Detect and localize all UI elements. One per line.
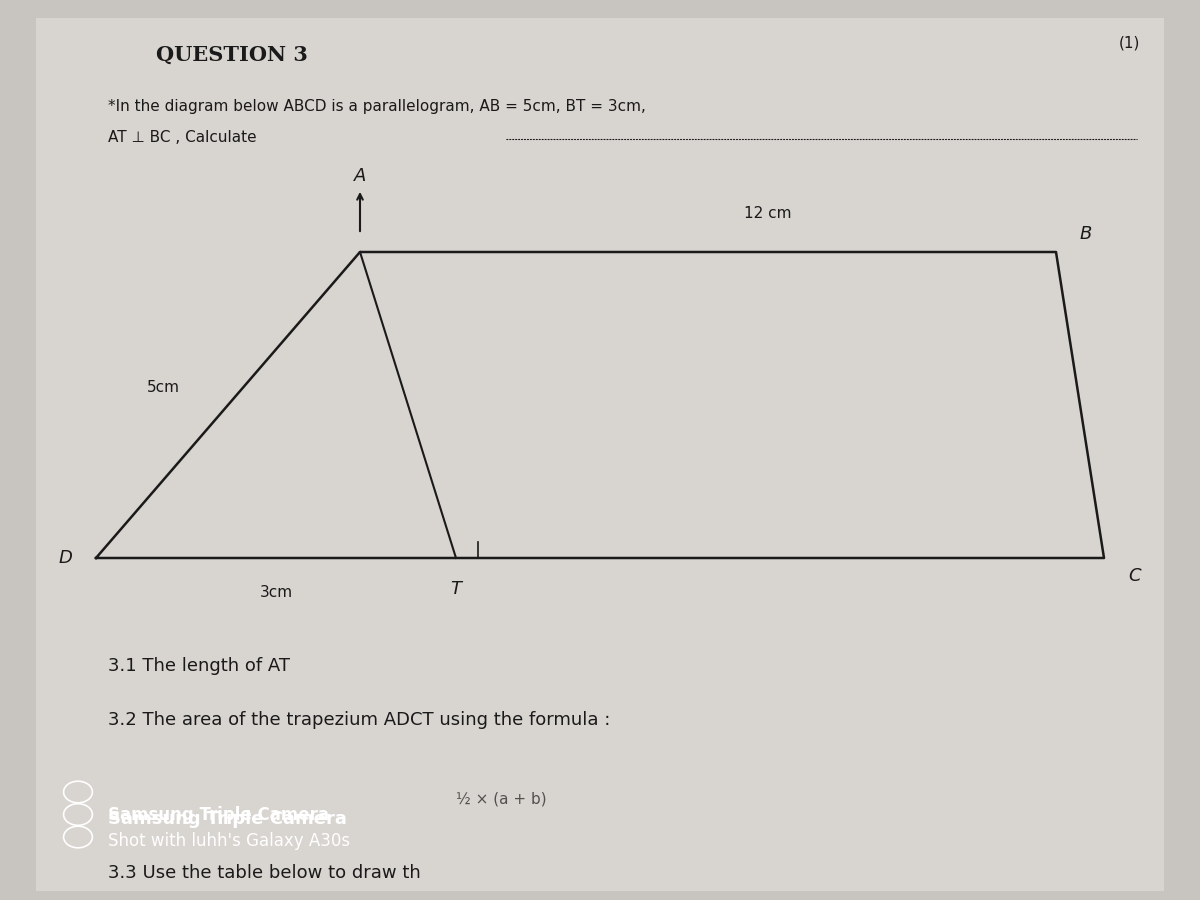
Text: T: T — [450, 580, 462, 598]
Text: ½ × (a + b): ½ × (a + b) — [456, 792, 547, 807]
Text: QUESTION 3: QUESTION 3 — [156, 45, 308, 65]
Text: AT ⊥ BC , Calculate: AT ⊥ BC , Calculate — [108, 130, 257, 146]
Text: 3cm: 3cm — [259, 585, 293, 600]
Text: D: D — [58, 549, 72, 567]
Text: Samsung Triple Camera: Samsung Triple Camera — [108, 806, 329, 824]
Text: (1): (1) — [1118, 36, 1140, 51]
Text: Shot with luhh's Galaxy A30s: Shot with luhh's Galaxy A30s — [108, 832, 350, 850]
Text: 12 cm: 12 cm — [744, 205, 792, 220]
Text: A: A — [354, 166, 366, 184]
FancyBboxPatch shape — [36, 18, 1164, 891]
Text: 3.3 Use the table below to draw th: 3.3 Use the table below to draw th — [108, 864, 421, 882]
Text: *In the diagram below ABCD is a parallelogram, AB = 5cm, BT = 3cm,: *In the diagram below ABCD is a parallel… — [108, 99, 646, 114]
Text: 3.1 The length of AT: 3.1 The length of AT — [108, 657, 290, 675]
Text: C: C — [1128, 567, 1141, 585]
Text: Samsung Triple Camera: Samsung Triple Camera — [108, 810, 347, 828]
Text: 5cm: 5cm — [148, 380, 180, 394]
Text: B: B — [1080, 225, 1092, 243]
Text: 3.2 The area of the trapezium ADCT using the formula :: 3.2 The area of the trapezium ADCT using… — [108, 711, 611, 729]
